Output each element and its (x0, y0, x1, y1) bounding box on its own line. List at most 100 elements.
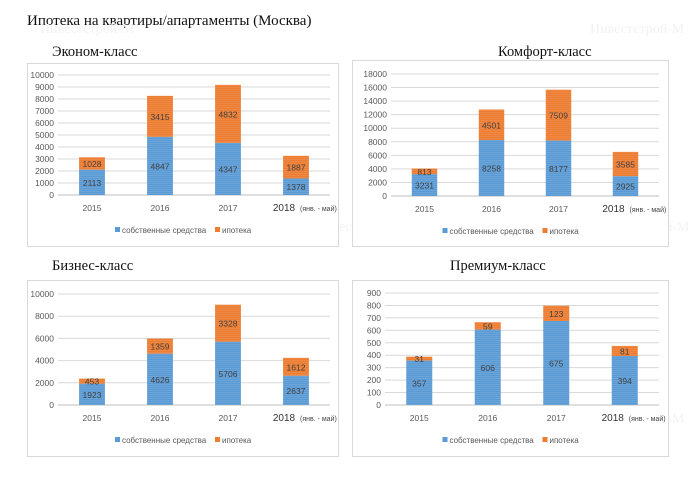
x-tick-label: 2016 (482, 204, 501, 214)
x-tick-label: 2016 (478, 413, 497, 423)
y-tick-label: 2000 (35, 378, 54, 388)
y-tick-label: 8000 (35, 94, 54, 104)
bar-mortgage (215, 84, 241, 143)
x-tick-note: (янв. - май) (629, 415, 666, 423)
bar-mortgage (543, 305, 570, 321)
x-tick-label: 2018 (273, 203, 296, 214)
data-label: 394 (618, 376, 632, 386)
data-label: 4626 (151, 375, 170, 385)
chart-premium: 0 100 200 300 400 500 600 700 800 900 357 31 2015 606… (352, 280, 669, 457)
y-tick-label: 800 (367, 300, 381, 310)
y-tick-label: 4000 (35, 356, 54, 366)
data-label: 1378 (287, 182, 306, 192)
data-label: 606 (481, 363, 495, 373)
data-label: 5706 (219, 369, 238, 379)
data-label: 3328 (219, 319, 238, 329)
page-title: Ипотека на квартиры/апартаменты (Москва) (27, 13, 312, 29)
data-label: 1028 (83, 159, 102, 169)
y-tick-label: 12000 (363, 110, 387, 120)
x-tick-label: 2016 (151, 413, 170, 423)
bar-own-funds (478, 140, 505, 196)
y-tick-label: 6000 (368, 150, 387, 160)
bar-own-funds (147, 353, 173, 405)
bar-own-funds (612, 176, 639, 196)
y-tick-label: 0 (49, 190, 54, 200)
chart-econom: 0 1000 2000 3000 4000 5000 6000 7000 8000 9000 100… (27, 63, 339, 247)
x-tick-label: 2018 (602, 413, 625, 424)
bar-mortgage (79, 378, 105, 384)
x-tick-label: 2017 (549, 204, 568, 214)
x-tick-note: (янв. - май) (630, 206, 667, 214)
y-tick-label: 8000 (35, 311, 54, 321)
bar-mortgage (79, 157, 105, 170)
y-tick-label: 900 (367, 288, 381, 298)
data-label: 3231 (415, 181, 434, 191)
bar-own-funds (474, 329, 501, 405)
legend-label-mortgage: ипотека (222, 226, 252, 235)
bar-mortgage (283, 357, 309, 376)
y-tick-label: 10000 (30, 289, 54, 299)
legend-swatch-own-funds (115, 437, 120, 442)
data-label: 453 (85, 377, 99, 387)
data-label: 3415 (151, 112, 170, 122)
bar-mortgage (478, 109, 505, 141)
chart-title-business: Бизнес-класс (52, 258, 134, 274)
legend-swatch-own-funds (115, 227, 120, 232)
bar-mortgage (283, 155, 309, 179)
data-label: 59 (483, 321, 493, 331)
y-tick-label: 600 (367, 325, 381, 335)
legend-swatch-own-funds (442, 437, 448, 442)
x-tick-note: (янв. - май) (300, 205, 337, 213)
data-label: 4832 (219, 109, 238, 119)
bar-own-funds (411, 174, 438, 196)
y-tick-label: 6000 (35, 333, 54, 343)
watermark: Инвестстрой-М (590, 22, 685, 37)
bar-mortgage (545, 89, 572, 141)
chart-svg: 0 1000 2000 3000 4000 5000 6000 7000 8000 9000 100… (30, 70, 337, 235)
bar-own-funds (543, 321, 570, 405)
data-label: 2113 (83, 178, 102, 188)
data-label: 7509 (549, 111, 568, 121)
bar-mortgage (474, 322, 501, 330)
x-tick-label: 2015 (410, 413, 429, 423)
bar-own-funds (406, 360, 433, 405)
bar-mortgage (411, 168, 438, 175)
y-tick-label: 0 (49, 400, 54, 410)
legend-label-mortgage: ипотека (550, 436, 580, 445)
y-tick-label: 3000 (35, 154, 54, 164)
y-tick-label: 200 (367, 375, 381, 385)
bar-own-funds (283, 375, 309, 405)
y-tick-label: 300 (367, 363, 381, 373)
x-tick-label: 2017 (219, 203, 238, 213)
x-tick-label: 2017 (219, 413, 238, 423)
data-label: 8258 (482, 164, 501, 174)
bar-own-funds (611, 355, 638, 405)
y-tick-label: 5000 (35, 130, 54, 140)
data-label: 8177 (549, 164, 568, 174)
legend-swatch-mortgage (542, 228, 548, 233)
y-tick-label: 4000 (35, 142, 54, 152)
legend-label-mortgage: ипотека (222, 436, 252, 445)
legend-label-own-funds: собственные средства (450, 436, 535, 445)
data-label: 4347 (219, 164, 238, 174)
x-tick-label: 2015 (83, 413, 102, 423)
y-tick-label: 2000 (368, 177, 387, 187)
y-tick-label: 16000 (363, 83, 387, 93)
x-tick-label: 2015 (415, 204, 434, 214)
data-label: 1359 (151, 342, 170, 352)
legend-label-own-funds: собственные средства (450, 227, 535, 236)
y-tick-label: 100 (367, 388, 381, 398)
data-label: 31 (415, 354, 425, 364)
chart-title-premium: Премиум-класс (450, 258, 546, 274)
y-tick-label: 400 (367, 350, 381, 360)
data-label: 1923 (83, 390, 102, 400)
bar-own-funds (79, 383, 105, 405)
legend-label-own-funds: собственные средства (122, 436, 207, 445)
data-label: 81 (620, 346, 630, 356)
bar-own-funds (215, 341, 241, 405)
data-label: 2925 (616, 182, 635, 192)
y-tick-label: 9000 (35, 82, 54, 92)
bar-own-funds (147, 136, 173, 195)
data-label: 1612 (287, 362, 306, 372)
bar-mortgage (611, 345, 638, 356)
